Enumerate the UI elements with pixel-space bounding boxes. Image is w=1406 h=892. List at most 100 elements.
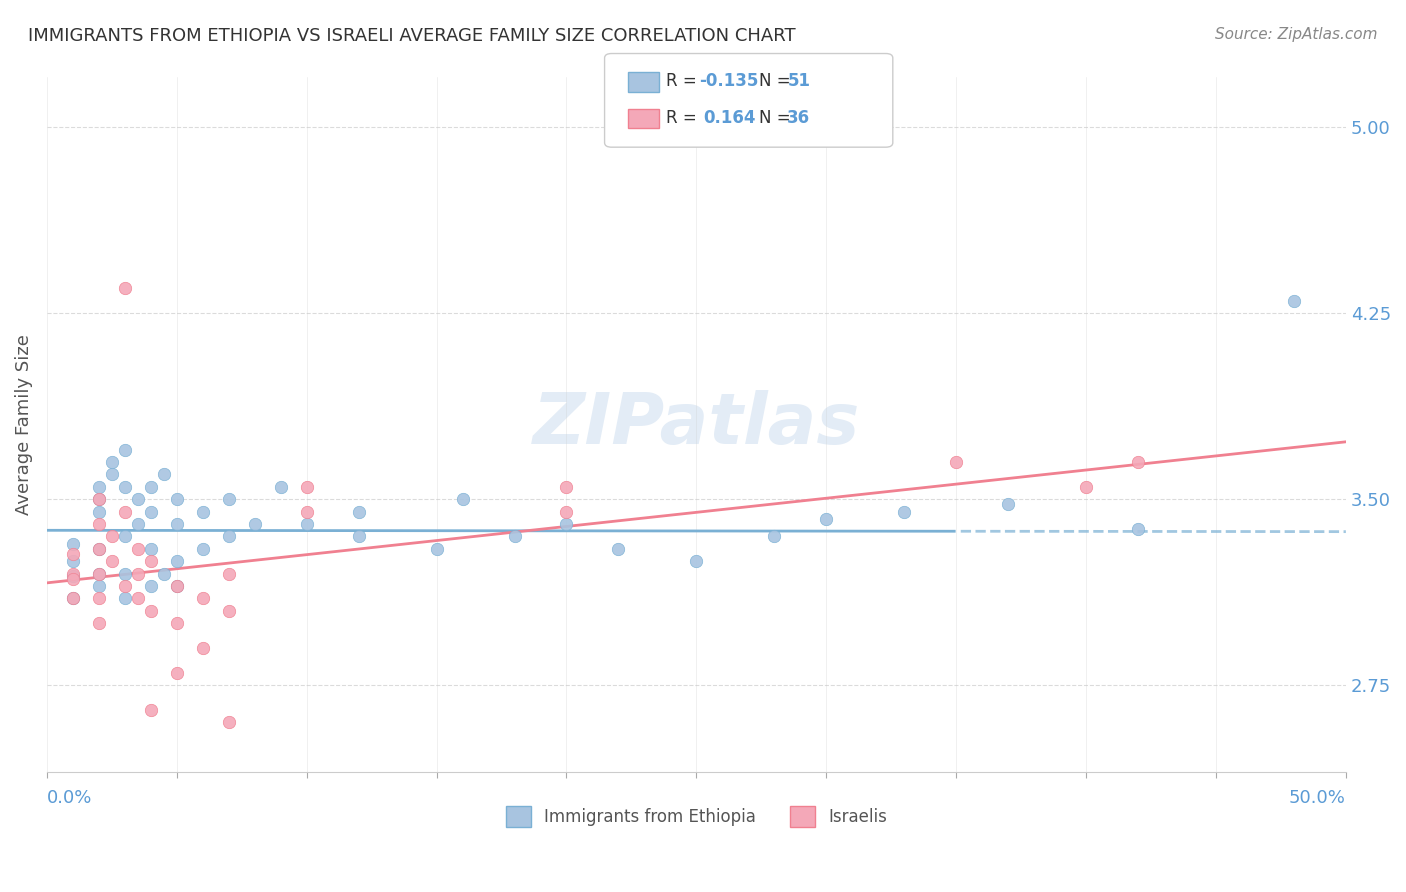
- Point: [87, 492, 110, 507]
- Point: [62, 572, 84, 586]
- Point: [451, 492, 474, 507]
- Text: 36: 36: [787, 109, 810, 127]
- Point: [87, 616, 110, 631]
- Point: [114, 591, 136, 606]
- Point: [555, 505, 578, 519]
- Point: [127, 591, 149, 606]
- Point: [62, 566, 84, 581]
- Point: [555, 516, 578, 531]
- Point: [218, 566, 240, 581]
- Point: [218, 715, 240, 730]
- Point: [62, 554, 84, 568]
- Point: [152, 566, 174, 581]
- Text: Source: ZipAtlas.com: Source: ZipAtlas.com: [1215, 27, 1378, 42]
- Text: 51: 51: [787, 72, 810, 90]
- Point: [166, 579, 188, 593]
- Point: [166, 516, 188, 531]
- Point: [347, 529, 370, 543]
- Text: N =: N =: [759, 72, 796, 90]
- Legend: Immigrants from Ethiopia, Israelis: Immigrants from Ethiopia, Israelis: [499, 799, 893, 833]
- Point: [87, 505, 110, 519]
- Point: [1126, 522, 1149, 536]
- Point: [191, 640, 214, 655]
- Point: [166, 665, 188, 680]
- Point: [1074, 480, 1097, 494]
- Point: [62, 547, 84, 561]
- Point: [87, 541, 110, 556]
- Text: N =: N =: [759, 109, 796, 127]
- Text: R =: R =: [666, 109, 703, 127]
- Point: [152, 467, 174, 482]
- Point: [127, 516, 149, 531]
- Text: 50.0%: 50.0%: [1289, 789, 1346, 807]
- Text: 0.0%: 0.0%: [46, 789, 93, 807]
- Point: [139, 505, 162, 519]
- Point: [555, 480, 578, 494]
- Point: [139, 541, 162, 556]
- Point: [191, 541, 214, 556]
- Point: [191, 505, 214, 519]
- Point: [114, 442, 136, 457]
- Point: [87, 492, 110, 507]
- Point: [893, 505, 915, 519]
- Point: [426, 541, 449, 556]
- Point: [87, 480, 110, 494]
- Point: [997, 497, 1019, 511]
- Point: [87, 516, 110, 531]
- Text: R =: R =: [666, 72, 703, 90]
- Point: [139, 480, 162, 494]
- Point: [347, 505, 370, 519]
- Point: [218, 604, 240, 618]
- Point: [191, 591, 214, 606]
- Text: -0.135: -0.135: [699, 72, 758, 90]
- Point: [945, 455, 967, 469]
- Point: [139, 554, 162, 568]
- Point: [127, 492, 149, 507]
- Point: [127, 541, 149, 556]
- Point: [763, 529, 786, 543]
- Point: [166, 616, 188, 631]
- Point: [114, 281, 136, 295]
- Point: [101, 554, 124, 568]
- Text: IMMIGRANTS FROM ETHIOPIA VS ISRAELI AVERAGE FAMILY SIZE CORRELATION CHART: IMMIGRANTS FROM ETHIOPIA VS ISRAELI AVER…: [28, 27, 796, 45]
- Point: [166, 554, 188, 568]
- Point: [139, 579, 162, 593]
- Point: [114, 505, 136, 519]
- Y-axis label: Average Family Size: Average Family Size: [15, 334, 32, 516]
- Point: [166, 579, 188, 593]
- Point: [607, 541, 630, 556]
- Text: ZIPatlas: ZIPatlas: [533, 390, 860, 459]
- Point: [87, 579, 110, 593]
- Point: [139, 604, 162, 618]
- Point: [685, 554, 707, 568]
- Point: [114, 480, 136, 494]
- Point: [127, 566, 149, 581]
- Point: [87, 591, 110, 606]
- Point: [101, 529, 124, 543]
- Point: [243, 516, 266, 531]
- Point: [166, 492, 188, 507]
- Point: [218, 529, 240, 543]
- Point: [1205, 814, 1227, 829]
- Point: [114, 566, 136, 581]
- Point: [503, 529, 526, 543]
- Point: [1126, 455, 1149, 469]
- Point: [270, 480, 292, 494]
- Point: [295, 505, 318, 519]
- Point: [87, 566, 110, 581]
- Point: [114, 579, 136, 593]
- Point: [87, 566, 110, 581]
- Point: [139, 703, 162, 717]
- Point: [295, 480, 318, 494]
- Point: [62, 569, 84, 583]
- Point: [62, 591, 84, 606]
- Point: [87, 541, 110, 556]
- Point: [62, 591, 84, 606]
- Point: [101, 467, 124, 482]
- Point: [815, 512, 838, 526]
- Point: [218, 492, 240, 507]
- Point: [295, 516, 318, 531]
- Point: [101, 455, 124, 469]
- Point: [62, 537, 84, 551]
- Point: [114, 529, 136, 543]
